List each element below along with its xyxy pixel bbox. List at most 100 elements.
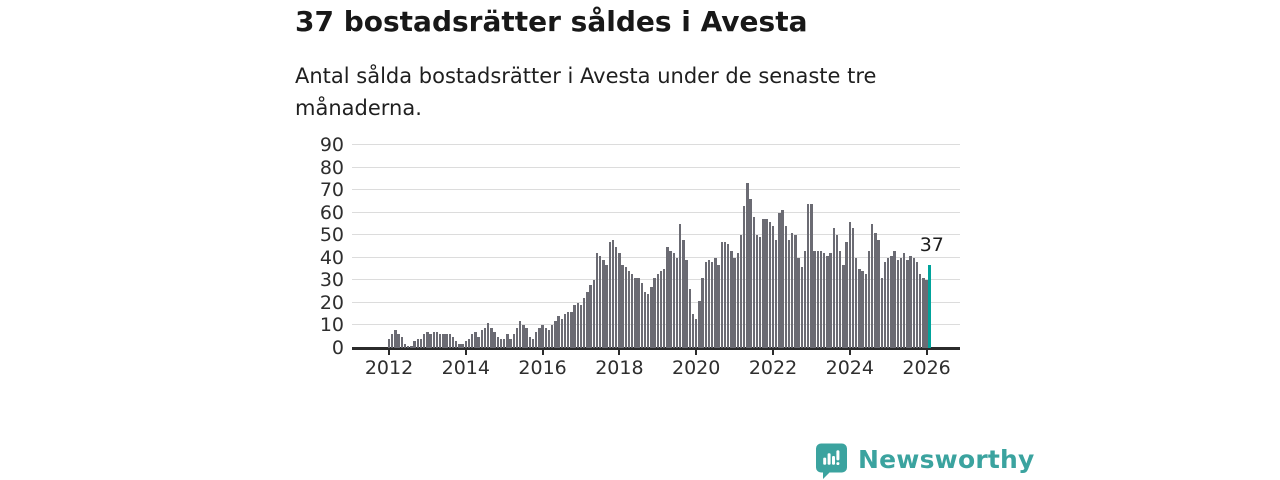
x-tick-label-2012: 2012 xyxy=(364,357,414,379)
bar xyxy=(736,253,739,348)
bar xyxy=(496,336,499,348)
bar xyxy=(599,255,602,348)
bar xyxy=(615,246,618,348)
y-axis-labels: 0 10 20 30 40 50 60 70 80 90 xyxy=(298,134,344,359)
x-tick-label-2026: 2026 xyxy=(902,357,951,379)
bar xyxy=(855,257,858,348)
bar xyxy=(912,257,915,348)
bar xyxy=(650,287,653,348)
gridline-10 xyxy=(352,324,960,326)
bar xyxy=(842,264,845,348)
bar xyxy=(416,338,419,348)
bar xyxy=(810,203,813,348)
bar xyxy=(493,332,496,348)
bar xyxy=(634,278,637,348)
x-tick-label-2020: 2020 xyxy=(672,357,721,379)
bar xyxy=(410,345,413,348)
bar xyxy=(727,244,730,348)
x-tick-label-2022: 2022 xyxy=(748,357,798,379)
bar xyxy=(807,203,810,348)
bar xyxy=(730,251,733,348)
bar xyxy=(877,239,880,348)
bar xyxy=(787,239,791,348)
bar xyxy=(771,226,775,348)
bar xyxy=(391,334,394,348)
bar xyxy=(631,273,634,348)
bar xyxy=(906,260,909,348)
bar xyxy=(861,271,864,348)
bar xyxy=(602,260,605,348)
bar xyxy=(567,311,570,348)
bar xyxy=(682,239,685,348)
bar xyxy=(592,280,595,348)
bar xyxy=(781,210,784,348)
newsworthy-speech-bubble-chart-icon xyxy=(816,443,847,479)
y-tick-label-90: 90 xyxy=(319,134,344,156)
bar xyxy=(794,235,797,348)
x-tick-2014 xyxy=(464,348,467,355)
x-tick-2016 xyxy=(541,348,544,355)
bar xyxy=(816,251,819,348)
bar xyxy=(531,338,535,348)
bar xyxy=(695,318,698,348)
bar xyxy=(439,334,442,348)
bar xyxy=(583,298,586,348)
bar xyxy=(851,228,855,348)
gridline-90 xyxy=(352,144,960,145)
page-title: 37 bostadsrätter såldes i Avesta xyxy=(295,5,808,38)
bar xyxy=(461,343,464,348)
bar xyxy=(480,329,483,348)
y-tick-label-0: 0 xyxy=(331,337,344,359)
bar xyxy=(691,314,695,348)
bar xyxy=(576,302,579,348)
bar xyxy=(586,291,589,348)
y-tick-label-60: 60 xyxy=(319,201,344,224)
bar xyxy=(845,242,848,348)
bar xyxy=(874,232,877,348)
bar xyxy=(922,278,925,348)
bar xyxy=(720,242,723,348)
bar xyxy=(455,341,458,348)
bar xyxy=(899,257,903,348)
brand-wordmark: Newsworthy xyxy=(858,445,1035,474)
bar xyxy=(883,262,887,348)
x-tick-2018 xyxy=(618,348,621,355)
bar xyxy=(403,343,407,348)
bar xyxy=(672,253,675,348)
bar xyxy=(487,323,490,348)
bar xyxy=(547,329,551,348)
bar xyxy=(451,336,455,348)
gridline-70 xyxy=(352,189,960,191)
gridline-60 xyxy=(352,211,960,213)
x-tick-label-2024: 2024 xyxy=(825,357,874,379)
bar xyxy=(608,242,611,348)
bar xyxy=(832,228,835,348)
bar xyxy=(426,332,429,348)
bar xyxy=(538,327,541,348)
bar xyxy=(544,327,547,348)
bar xyxy=(624,266,627,348)
bar xyxy=(743,205,746,348)
bar xyxy=(739,235,743,348)
bar xyxy=(621,264,624,348)
bar xyxy=(669,251,672,348)
newsworthy-logo: Newsworthy xyxy=(814,442,1035,480)
y-tick-label-80: 80 xyxy=(319,156,344,179)
chart-subtitle: Antal sålda bostadsrätter i Avesta under… xyxy=(295,64,877,120)
x-tick-label-2014: 2014 xyxy=(441,357,490,379)
bar xyxy=(909,255,912,348)
bar xyxy=(803,251,807,348)
bar xyxy=(903,253,906,348)
bar xyxy=(490,327,493,348)
last-value-annotation: 37 xyxy=(919,233,944,256)
bar xyxy=(464,341,467,348)
bar xyxy=(563,314,567,348)
bar xyxy=(749,199,752,348)
x-axis-line xyxy=(352,347,960,350)
y-tick-label-20: 20 xyxy=(319,291,344,314)
bar xyxy=(435,332,439,348)
bar xyxy=(791,232,794,348)
bar xyxy=(579,305,583,348)
x-tick-2024 xyxy=(848,348,851,355)
y-tick-label-50: 50 xyxy=(319,224,344,247)
